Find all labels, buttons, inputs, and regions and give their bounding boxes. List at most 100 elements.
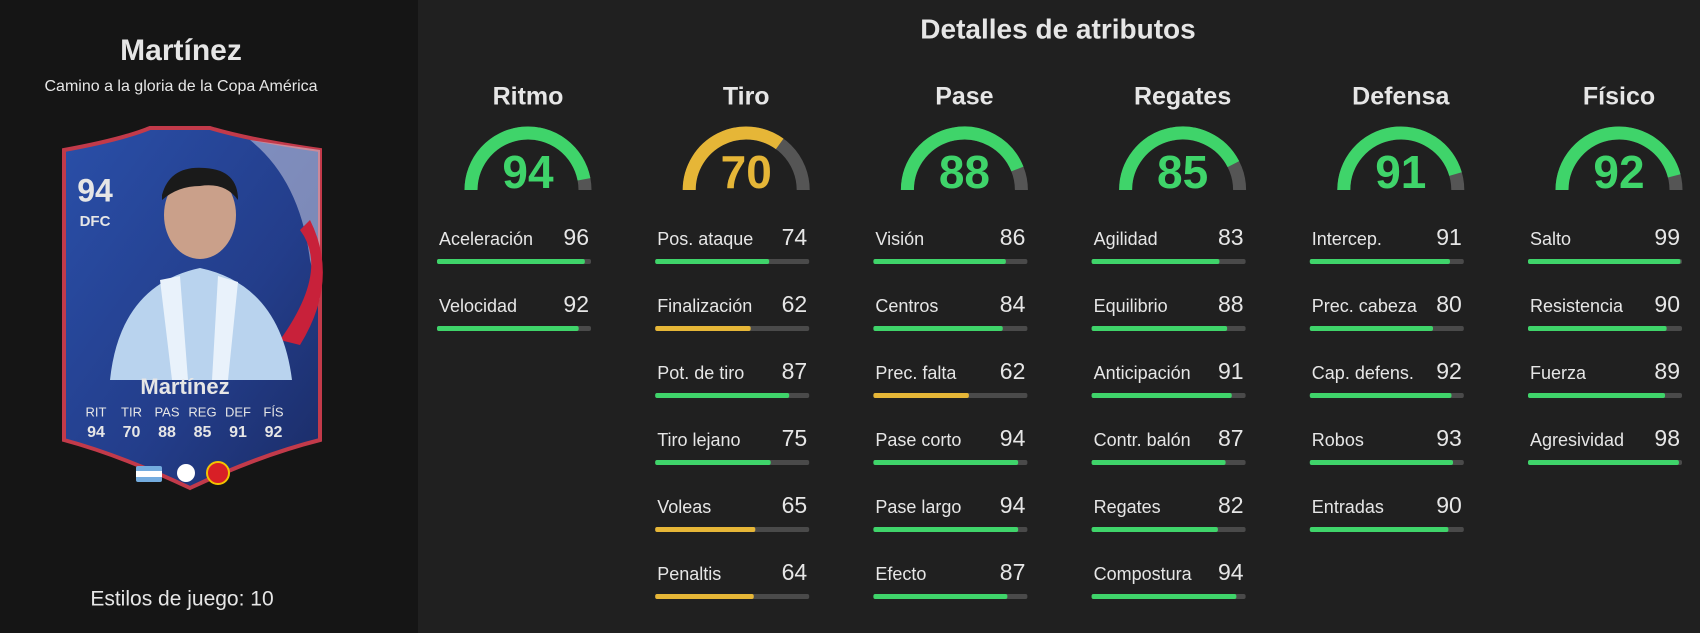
- category-value: 91: [1375, 146, 1426, 198]
- attribute-name: Fuerza: [1530, 363, 1587, 383]
- attribute-value: 86: [1000, 224, 1026, 250]
- gauge-value: [682, 126, 784, 191]
- attribute-bar: [873, 460, 1019, 465]
- card-stat-value: 88: [158, 424, 176, 441]
- card-stat-label: RIT: [86, 404, 107, 419]
- card-stat-label: PAS: [154, 404, 179, 419]
- attribute-value: 92: [1436, 358, 1462, 384]
- attribute-value: 91: [1436, 224, 1462, 250]
- attribute-value: 83: [1218, 224, 1244, 250]
- player-name: Martínez: [120, 34, 242, 67]
- attribute-name: Intercep.: [1312, 229, 1382, 249]
- card-position: DFC: [80, 213, 111, 230]
- attribute-bar: [1309, 259, 1450, 264]
- attribute-bar: [1309, 460, 1454, 465]
- attribute-bar: [873, 259, 1006, 264]
- attribute-name: Agresividad: [1530, 430, 1624, 450]
- player-subtitle: Camino a la gloria de la Copa América: [44, 78, 317, 95]
- attribute-bar: [1091, 460, 1226, 465]
- card-stat-label: FÍS: [263, 404, 284, 419]
- attribute-value: 62: [782, 291, 808, 317]
- category-name: Pase: [935, 83, 993, 111]
- attribute-bar: [1091, 393, 1232, 398]
- attribute-value: 82: [1218, 492, 1244, 518]
- attribute-value: 94: [1218, 559, 1244, 585]
- attribute-name: Finalización: [657, 296, 752, 316]
- attribute-name: Prec. falta: [875, 363, 957, 383]
- attribute-bar: [655, 259, 770, 264]
- card-stat-label: TIR: [121, 404, 142, 419]
- attribute-name: Velocidad: [439, 296, 517, 316]
- attribute-name: Robos: [1312, 430, 1364, 450]
- attribute-bar: [1309, 393, 1452, 398]
- attribute-bar: [1091, 527, 1218, 532]
- attribute-value: 88: [1218, 291, 1244, 317]
- attribute-bar: [873, 326, 1003, 331]
- attribute-name: Anticipación: [1094, 363, 1191, 383]
- attribute-value: 94: [1000, 492, 1026, 518]
- attribute-value: 91: [1218, 358, 1244, 384]
- attribute-value: 74: [782, 224, 808, 250]
- attribute-bar: [655, 594, 754, 599]
- category-name: Físico: [1583, 83, 1655, 111]
- attribute-name: Entradas: [1312, 497, 1384, 517]
- attribute-value: 62: [1000, 358, 1026, 384]
- category-value: 88: [939, 146, 990, 198]
- section-title: Detalles de atributos: [920, 13, 1195, 44]
- attribute-value: 65: [782, 492, 808, 518]
- attribute-value: 90: [1654, 291, 1680, 317]
- attribute-name: Visión: [875, 229, 924, 249]
- attribute-bar: [655, 527, 756, 532]
- attribute-bar: [1309, 326, 1433, 331]
- attribute-name: Tiro lejano: [657, 430, 740, 450]
- attribute-name: Compostura: [1094, 564, 1193, 584]
- attribute-value: 87: [1000, 559, 1026, 585]
- attribute-value: 96: [563, 224, 589, 250]
- gauge-value: [1119, 126, 1240, 191]
- card-name: Martínez: [140, 374, 229, 399]
- attribute-value: 98: [1654, 425, 1680, 451]
- attribute-name: Cap. defens.: [1312, 363, 1414, 383]
- gauge-value: [464, 126, 591, 191]
- playstyles: Estilos de juego: 10: [90, 588, 273, 611]
- attribute-bar: [873, 393, 969, 398]
- attribute-value: 75: [782, 425, 808, 451]
- card-stat-label: DEF: [225, 404, 251, 419]
- attribute-bar: [1091, 326, 1228, 331]
- attribute-bar: [655, 460, 771, 465]
- attribute-name: Pot. de tiro: [657, 363, 744, 383]
- attribute-name: Equilibrio: [1094, 296, 1168, 316]
- attribute-value: 94: [1000, 425, 1026, 451]
- category-name: Defensa: [1352, 83, 1450, 111]
- attribute-name: Prec. cabeza: [1312, 296, 1418, 316]
- attribute-name: Contr. balón: [1094, 430, 1191, 450]
- category-value: 92: [1593, 146, 1644, 198]
- attribute-value: 84: [1000, 291, 1026, 317]
- gauge-value: [1337, 126, 1462, 191]
- attribute-name: Pos. ataque: [657, 229, 753, 249]
- attribute-name: Salto: [1530, 229, 1571, 249]
- category-value: 70: [721, 146, 772, 198]
- attribute-value: 87: [782, 358, 808, 384]
- attribute-bar: [1091, 259, 1220, 264]
- card-stat-value: 70: [123, 424, 141, 441]
- card-stat-value: 92: [265, 424, 283, 441]
- attribute-bar: [1528, 326, 1667, 331]
- attribute-value: 92: [563, 291, 589, 317]
- card-stat-value: 85: [194, 424, 212, 441]
- attribute-bar: [1528, 460, 1679, 465]
- attribute-value: 80: [1436, 291, 1462, 317]
- gauge-value: [1555, 126, 1681, 191]
- attribute-name: Penaltis: [657, 564, 721, 584]
- attribute-bar: [1528, 393, 1666, 398]
- attribute-bar: [1091, 594, 1237, 599]
- attribute-name: Voleas: [657, 497, 711, 517]
- category-name: Regates: [1134, 83, 1231, 111]
- attribute-bar: [873, 527, 1019, 532]
- player-card: [62, 126, 323, 491]
- attribute-value: 89: [1654, 358, 1680, 384]
- attribute-bar: [655, 393, 790, 398]
- attribute-bar: [437, 259, 585, 264]
- card-stat-value: 94: [87, 424, 105, 441]
